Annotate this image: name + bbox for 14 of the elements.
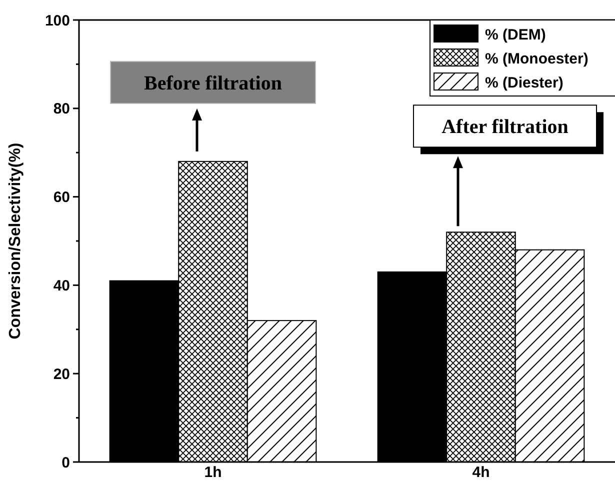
- y-axis-title: Conversion/Selectivity(%): [7, 142, 24, 340]
- y-tick-label: 60: [53, 189, 70, 206]
- legend-label: % (DEM): [485, 26, 546, 44]
- legend-label: % (Diester): [485, 74, 564, 92]
- y-tick-label: 20: [53, 366, 70, 383]
- legend-label: % (Monoester): [485, 50, 588, 68]
- x-tick-label: 1h: [204, 464, 222, 481]
- annotation: After filtration: [442, 116, 568, 138]
- y-tick-label: 0: [62, 454, 70, 472]
- y-tick-label: 100: [44, 12, 70, 30]
- y-tick-label: 40: [53, 277, 70, 294]
- x-tick-label: 4h: [472, 464, 490, 481]
- y-tick-label: 80: [53, 100, 70, 118]
- annotation: Before filtration: [144, 72, 282, 94]
